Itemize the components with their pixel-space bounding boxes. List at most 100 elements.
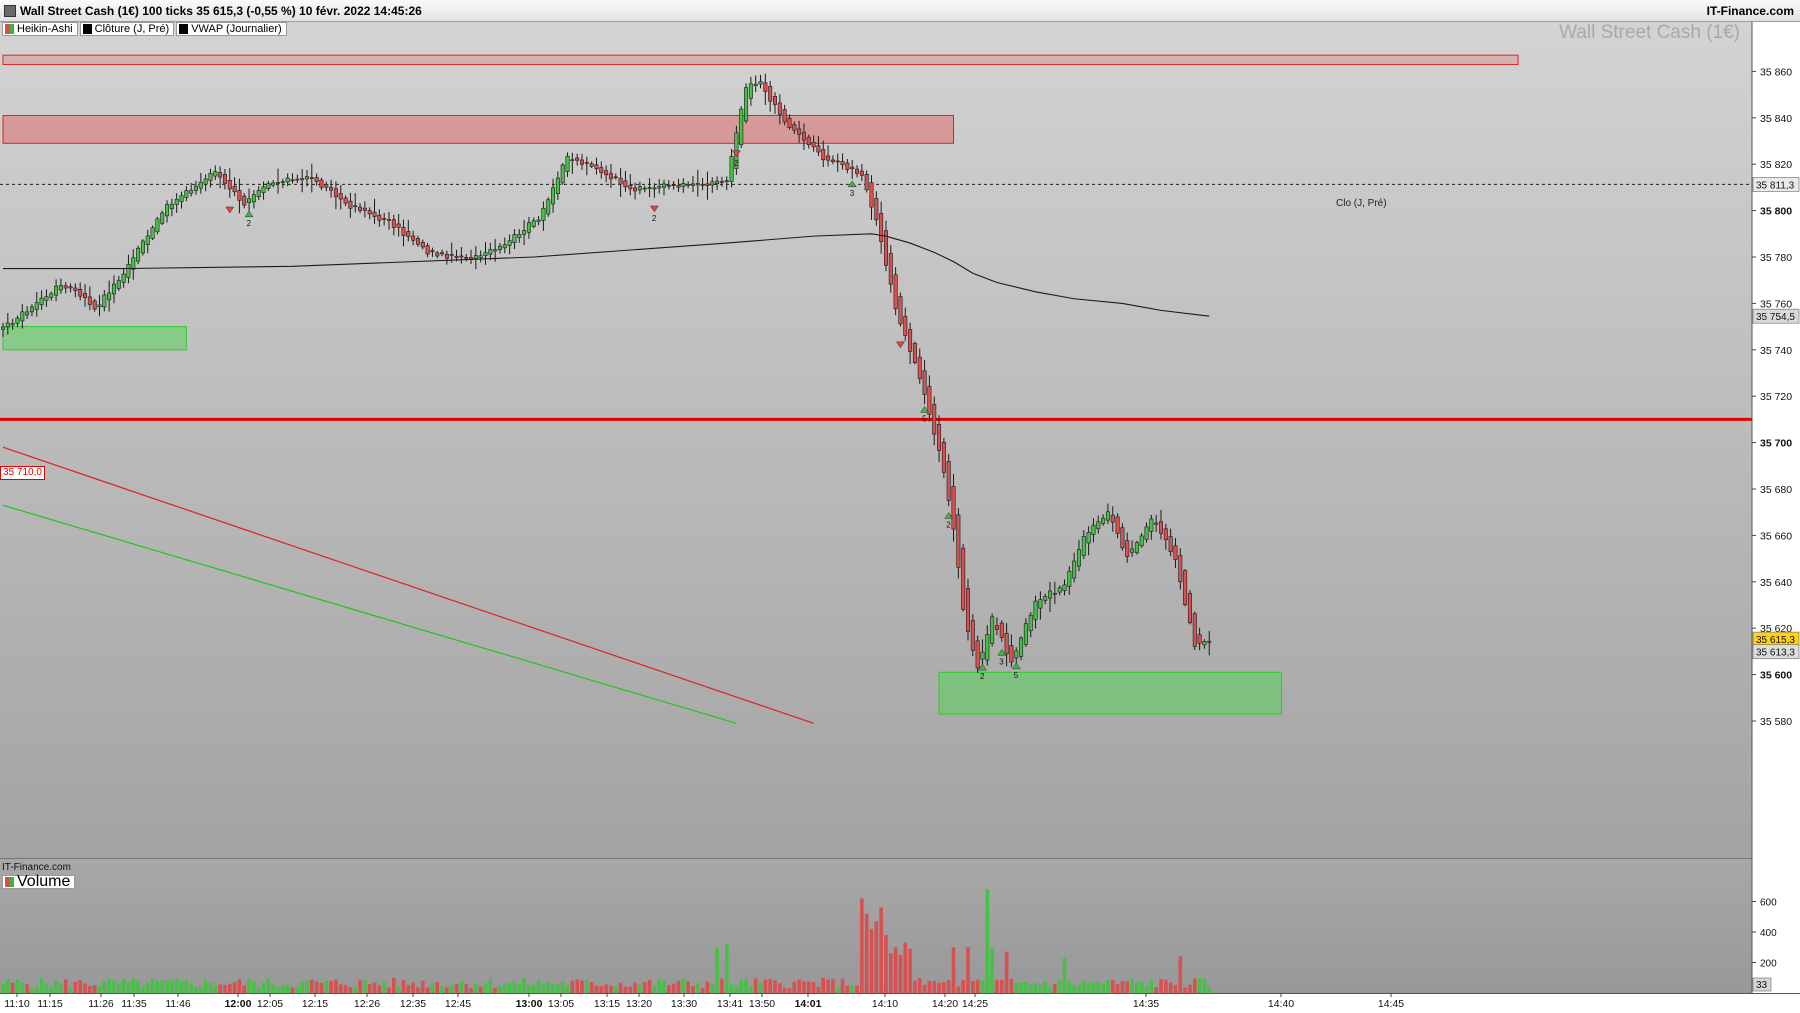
signal-arrow-down [225, 206, 235, 214]
legend-volume[interactable]: Volume [2, 873, 76, 890]
volume-bar [396, 986, 401, 993]
time-tick-label: 11:26 [88, 998, 114, 1010]
volume-bar [68, 987, 73, 993]
volume-bar [667, 985, 671, 993]
volume-bar [985, 889, 990, 993]
signal-count-label: 2 [247, 219, 252, 228]
volume-bar [34, 986, 39, 993]
volume-bar [831, 979, 835, 993]
legend-cloture[interactable]: Clôture (J, Pré) [79, 22, 175, 36]
volume-bar [946, 980, 951, 993]
volume-bar [1135, 982, 1139, 993]
volume-bar [613, 986, 618, 993]
volume-bar [329, 980, 333, 993]
volume-bar [893, 947, 898, 993]
volume-bar [966, 947, 970, 993]
candle-up [748, 83, 753, 99]
candle-down [599, 167, 604, 173]
candle-down [367, 210, 372, 215]
candle-up [1023, 623, 1028, 645]
candle-down [362, 207, 367, 211]
candle-down [1173, 545, 1178, 560]
volume-bar [382, 981, 386, 993]
level-line-price-tag[interactable]: 35 710,0 [0, 466, 45, 480]
volume-bar [416, 987, 420, 993]
volume-bar [49, 987, 54, 993]
volume-bar [512, 980, 517, 993]
site-name[interactable]: IT-Finance.com [1706, 4, 1794, 18]
candle-down [411, 235, 416, 241]
time-tick-label: 14:10 [872, 998, 898, 1010]
clo-line-label: Clo (J, Pré) [1336, 198, 1387, 209]
volume-bar [78, 980, 82, 993]
candle-up [10, 323, 15, 326]
candle-down [218, 172, 223, 178]
volume-bar [942, 982, 946, 993]
time-tick-label: 12:00 [225, 998, 252, 1010]
legend-vwap[interactable]: VWAP (Journalier) [176, 22, 287, 36]
volume-bar [903, 942, 908, 993]
candle-down [1192, 613, 1197, 647]
price-badge-bg [1752, 644, 1800, 660]
volume-bar [324, 980, 329, 993]
candle-up [179, 195, 184, 202]
volume-bar [821, 977, 826, 993]
volume-bar [657, 979, 661, 993]
volume-bars [1, 889, 1212, 993]
volume-bar [1004, 951, 1009, 993]
volume-bar [1024, 981, 1028, 993]
volume-bar [710, 983, 715, 993]
candle-down [893, 274, 898, 310]
candle-down [1183, 570, 1188, 605]
volume-bar [247, 979, 251, 993]
signal-count-label: 2 [652, 214, 657, 223]
volume-bar [107, 978, 111, 993]
candle-down [1120, 527, 1125, 549]
candle-up [1043, 596, 1048, 601]
candle-up [1130, 548, 1135, 553]
volume-bar [174, 978, 179, 993]
volume-bar [454, 984, 459, 993]
volume-bar [681, 978, 686, 993]
volume-bar [980, 980, 985, 993]
volume-bar [493, 987, 497, 993]
candle-down [927, 386, 932, 415]
volume-bar [363, 979, 367, 993]
volume-bar [589, 981, 594, 993]
volume-bar [63, 979, 68, 993]
candle-down [406, 231, 411, 237]
chart-window-icon [4, 5, 16, 17]
candle-down [908, 329, 913, 352]
candle-up [145, 235, 150, 245]
volume-bar [1168, 982, 1173, 993]
candle-up [1202, 641, 1207, 646]
candle-up [49, 293, 54, 298]
volume-bar [314, 981, 319, 993]
candle-down [1168, 536, 1173, 552]
candle-down [772, 96, 777, 105]
volume-bar [1077, 985, 1081, 993]
candle-up [980, 651, 985, 660]
volume-bar [150, 978, 155, 993]
volume-bar [440, 985, 444, 993]
candle-down [777, 102, 782, 115]
price-badge-label: 35 754,5 [1756, 312, 1795, 323]
candle-down [768, 86, 773, 102]
candle-up [536, 219, 541, 222]
volume-bar [464, 984, 468, 993]
candle-up [1091, 524, 1096, 535]
candle-down [719, 181, 724, 183]
legend-heikin-ashi-label: Heikin-Ashi [17, 23, 73, 35]
volume-bar [618, 982, 623, 993]
volume-bar [170, 979, 174, 993]
legend-heikin-ashi[interactable]: Heikin-Ashi [2, 22, 78, 36]
candle-down [435, 252, 440, 257]
volume-bar [392, 977, 396, 993]
volume-bar [1014, 982, 1019, 993]
volume-bar [1067, 981, 1072, 993]
volume-bar [937, 983, 941, 993]
candle-up [44, 296, 49, 301]
candle-up [1038, 599, 1043, 609]
price-tick-label: 35 860 [1760, 66, 1792, 78]
candle-down [372, 211, 377, 217]
